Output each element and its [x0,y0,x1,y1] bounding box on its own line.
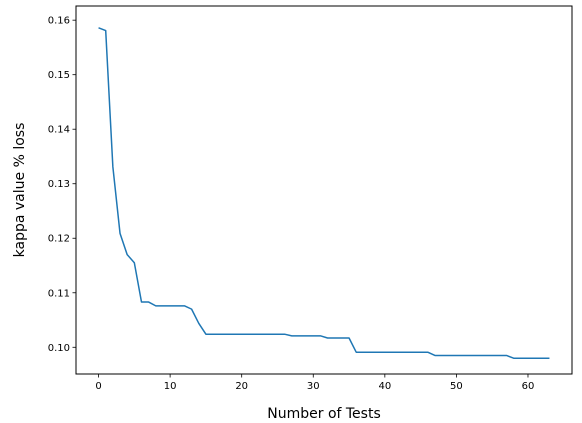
axis-ticks: 0 10 20 30 40 50 60 0.10 0.11 0.12 0.13 0.14 0.15 0.1… [48,16,535,392]
x-tick-label: 0 [95,381,101,392]
y-tick-label: 0.13 [48,179,70,190]
plot-frame [75,5,573,375]
y-tick-label: 0.11 [48,288,70,299]
x-tick-label: 10 [164,381,177,392]
plot-background [76,6,572,374]
y-tick-label: 0.15 [48,70,70,81]
x-tick-label: 20 [235,381,248,392]
y-tick-label: 0.16 [48,16,70,27]
x-tick-label: 60 [522,381,535,392]
x-tick-label: 50 [450,381,463,392]
x-tick-label: 40 [378,381,391,392]
series-line [98,27,550,359]
x-axis-title: Number of Tests [267,406,381,422]
series-lines [98,27,550,359]
y-tick-label: 0.10 [48,343,70,354]
y-tick-label: 0.12 [48,234,70,245]
x-tick-label: 30 [307,381,320,392]
y-tick-label: 0.14 [48,125,70,136]
y-axis-title: kappa value % loss [12,123,28,258]
